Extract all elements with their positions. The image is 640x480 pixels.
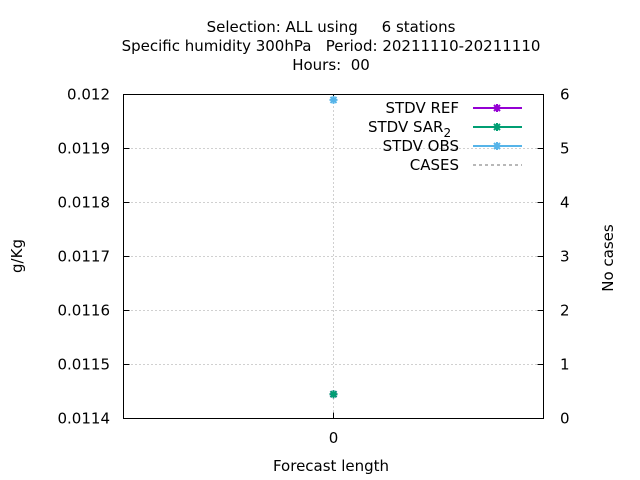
y2-tick-label: 2 [560, 302, 570, 320]
legend-label: STDV REF [385, 99, 459, 117]
y-tick-label: 0.012 [67, 86, 110, 104]
legend-marker [493, 123, 501, 131]
legend-label: STDV OBS [383, 137, 459, 155]
data-points [329, 95, 338, 399]
legend-label: STDV SAR2 [368, 118, 451, 140]
legend-label: CASES [410, 156, 459, 174]
y2-tick-label: 1 [560, 356, 570, 374]
y-tick-label: 0.0116 [58, 302, 111, 320]
chart-title-line-2: Specific humidity 300hPa Period: 2021111… [122, 37, 541, 55]
data-point [329, 95, 338, 104]
y2-tick-label: 0 [560, 410, 570, 428]
y-tick-label: 0.0119 [58, 140, 111, 158]
y2-tick-label: 3 [560, 248, 570, 266]
y-tick-label: 0.0115 [58, 356, 111, 374]
y2-tick-label: 6 [560, 86, 570, 104]
y2-tick-label: 4 [560, 194, 570, 212]
y-tick-label: 0.0118 [58, 194, 111, 212]
data-point [329, 390, 338, 399]
legend-marker [493, 142, 501, 150]
y2-tick-label: 5 [560, 140, 570, 158]
x-tick-label: 0 [329, 429, 339, 447]
chart-title-line-1: Selection: ALL using 6 stations [207, 18, 456, 36]
legend-marker [493, 104, 501, 112]
y-tick-label: 0.0117 [58, 248, 111, 266]
x-axis-label: Forecast length [273, 457, 389, 475]
y2-axis-ticks: 0 1 2 3 4 5 6 [537, 86, 570, 428]
y-axis-label: g/Kg [8, 239, 26, 273]
y2-axis-label: No cases [599, 224, 617, 292]
grid-lines [123, 94, 544, 419]
chart-title-line-3: Hours: 00 [292, 56, 370, 74]
y-tick-label: 0.0114 [58, 410, 111, 428]
y-axis-ticks: 0.0114 0.0115 0.0116 0.0117 0.0118 0.0119 0.01… [58, 86, 130, 428]
